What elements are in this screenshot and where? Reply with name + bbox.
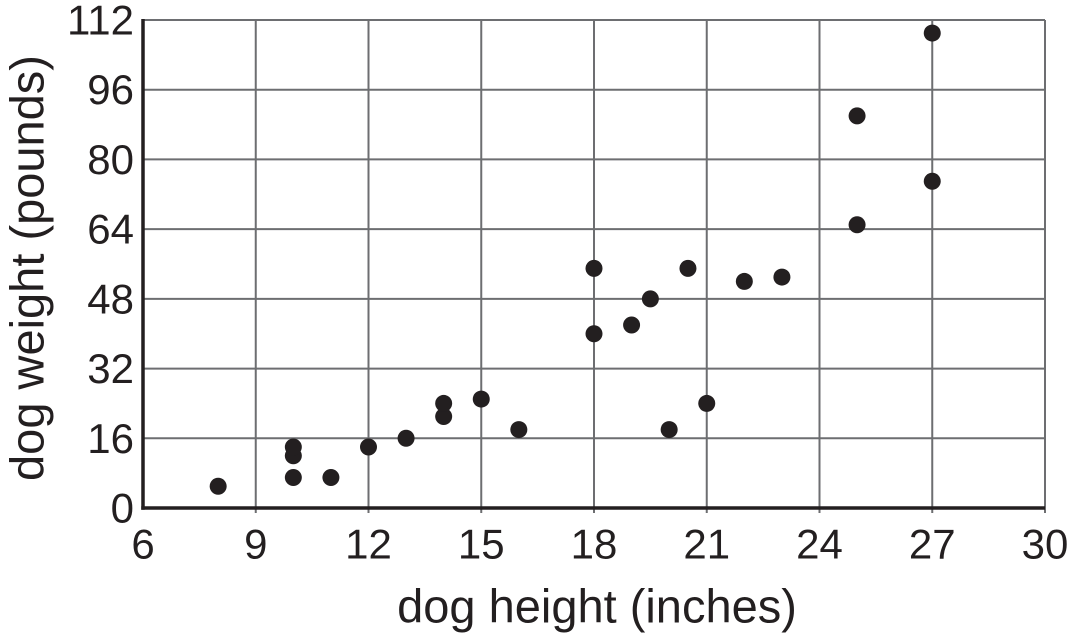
data-point <box>435 408 453 425</box>
y-tick-label: 64 <box>87 206 134 253</box>
data-point <box>585 259 603 277</box>
y-tick-label: 48 <box>87 275 134 322</box>
x-axis-title: dog height (inches) <box>397 579 797 633</box>
data-point <box>623 316 641 334</box>
data-point <box>923 24 941 42</box>
data-point <box>679 259 697 277</box>
data-point <box>641 290 659 308</box>
data-point <box>848 216 866 234</box>
y-tick-label: 16 <box>87 415 134 462</box>
data-point <box>848 107 866 125</box>
x-tick-label: 9 <box>244 521 267 568</box>
y-axis-title: dog weight (pounds) <box>0 55 54 481</box>
data-point <box>510 421 528 439</box>
y-tick-label: 96 <box>87 66 134 113</box>
data-point <box>284 438 302 456</box>
data-point <box>735 272 753 290</box>
data-point <box>435 394 453 412</box>
x-tick-label: 15 <box>458 521 505 568</box>
x-tick-label: 12 <box>345 521 392 568</box>
data-point <box>360 438 377 456</box>
x-tick-label: 21 <box>683 521 730 568</box>
data-point <box>923 172 941 190</box>
y-tick-label: 112 <box>67 0 134 44</box>
x-tick-label: 24 <box>796 521 843 568</box>
data-point <box>698 394 716 412</box>
data-point <box>472 390 490 408</box>
y-tick-label: 32 <box>87 345 134 392</box>
data-point <box>209 477 227 495</box>
data-point <box>660 421 678 439</box>
x-tick-label: 27 <box>909 521 956 568</box>
data-point <box>284 469 302 486</box>
data-point <box>773 268 791 286</box>
y-tick-label: 0 <box>111 485 134 532</box>
x-tick-label: 18 <box>571 521 618 568</box>
data-point <box>585 325 603 343</box>
y-tick-label: 80 <box>87 136 134 183</box>
x-tick-label: 30 <box>1022 521 1069 568</box>
x-tick-label: 6 <box>131 521 154 568</box>
data-point <box>322 469 340 486</box>
data-point <box>397 429 415 447</box>
